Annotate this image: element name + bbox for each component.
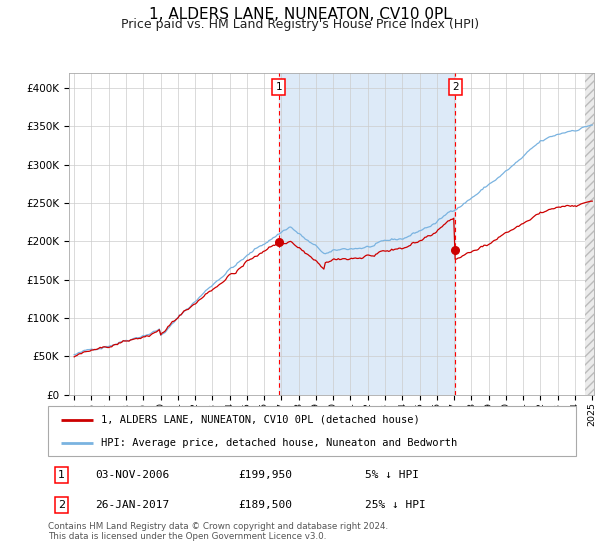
Bar — [278, 73, 455, 395]
Polygon shape — [586, 73, 594, 395]
Text: £189,500: £189,500 — [238, 500, 292, 510]
Text: HPI: Average price, detached house, Nuneaton and Bedworth: HPI: Average price, detached house, Nune… — [101, 438, 457, 448]
Text: 26-JAN-2017: 26-JAN-2017 — [95, 500, 170, 510]
Text: 5% ↓ HPI: 5% ↓ HPI — [365, 470, 419, 480]
Text: Price paid vs. HM Land Registry's House Price Index (HPI): Price paid vs. HM Land Registry's House … — [121, 18, 479, 31]
Text: 2: 2 — [452, 82, 458, 92]
Text: £199,950: £199,950 — [238, 470, 292, 480]
Text: 1, ALDERS LANE, NUNEATON, CV10 0PL (detached house): 1, ALDERS LANE, NUNEATON, CV10 0PL (deta… — [101, 414, 419, 424]
FancyBboxPatch shape — [48, 406, 576, 456]
Text: 1, ALDERS LANE, NUNEATON, CV10 0PL: 1, ALDERS LANE, NUNEATON, CV10 0PL — [149, 7, 451, 22]
Text: 25% ↓ HPI: 25% ↓ HPI — [365, 500, 425, 510]
Text: 1: 1 — [275, 82, 282, 92]
Text: Contains HM Land Registry data © Crown copyright and database right 2024.
This d: Contains HM Land Registry data © Crown c… — [48, 522, 388, 542]
Text: 03-NOV-2006: 03-NOV-2006 — [95, 470, 170, 480]
Text: 2: 2 — [58, 500, 65, 510]
Text: 1: 1 — [58, 470, 65, 480]
